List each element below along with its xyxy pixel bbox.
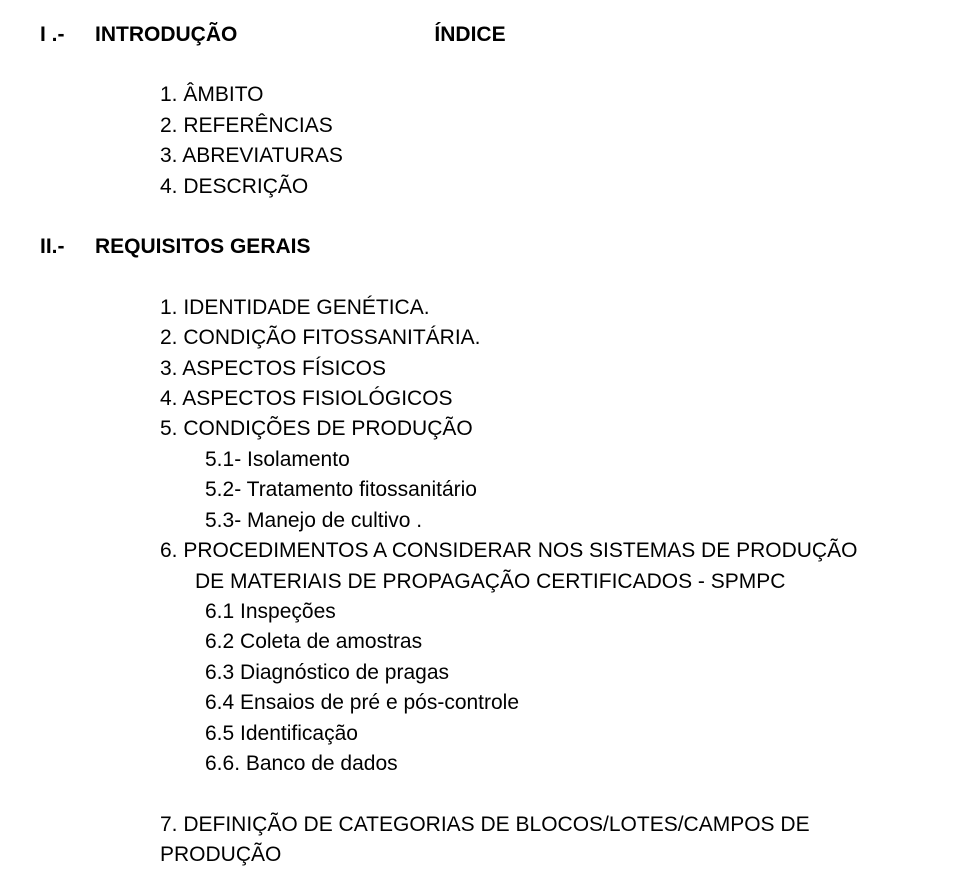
page-title-indice: ÍNDICE bbox=[434, 20, 505, 50]
s2-item-7-line2: PRODUÇÃO bbox=[160, 840, 900, 870]
section-1-title: INTRODUÇÃO bbox=[95, 20, 237, 50]
s2-6-4: 6.4 Ensaios de pré e pós-controle bbox=[205, 688, 900, 718]
s2-item-1: 1. IDENTIDADE GENÉTICA. bbox=[160, 293, 900, 323]
s2-item-6-line2: DE MATERIAIS DE PROPAGAÇÃO CERTIFICADOS … bbox=[195, 567, 900, 597]
section-2-list: 1. IDENTIDADE GENÉTICA. 2. CONDIÇÃO FITO… bbox=[160, 293, 900, 780]
s2-item-7-line1: 7. DEFINIÇÃO DE CATEGORIAS DE BLOCOS/LOT… bbox=[160, 810, 900, 840]
s1-item-4: 4. DESCRIÇÃO bbox=[160, 172, 900, 202]
s2-5-3: 5.3- Manejo de cultivo . bbox=[205, 506, 900, 536]
s2-6-2: 6.2 Coleta de amostras bbox=[205, 627, 900, 657]
s1-item-3: 3. ABREVIATURAS bbox=[160, 141, 900, 171]
s2-6-5: 6.5 Identificação bbox=[205, 719, 900, 749]
s2-item-2: 2. CONDIÇÃO FITOSSANITÁRIA. bbox=[160, 323, 900, 353]
section-2-title: REQUISITOS GERAIS bbox=[95, 232, 311, 262]
s2-item-3: 3. ASPECTOS FÍSICOS bbox=[160, 354, 900, 384]
s2-item-5-sublist: 5.1- Isolamento 5.2- Tratamento fitossan… bbox=[205, 445, 900, 536]
section-1-roman: I .- bbox=[40, 20, 95, 50]
s1-item-2: 2. REFERÊNCIAS bbox=[160, 111, 900, 141]
s2-6-6: 6.6. Banco de dados bbox=[205, 749, 900, 779]
s2-6-3: 6.3 Diagnóstico de pragas bbox=[205, 658, 900, 688]
s2-5-1: 5.1- Isolamento bbox=[205, 445, 900, 475]
s2-item-6-line1: 6. PROCEDIMENTOS A CONSIDERAR NOS SISTEM… bbox=[160, 536, 900, 566]
section-2-roman: II.- bbox=[40, 232, 95, 262]
s2-item-7-block: 7. DEFINIÇÃO DE CATEGORIAS DE BLOCOS/LOT… bbox=[160, 810, 900, 871]
s2-item-5: 5. CONDIÇÕES DE PRODUÇÃO bbox=[160, 414, 900, 444]
s2-5-2: 5.2- Tratamento fitossanitário bbox=[205, 475, 900, 505]
s2-item-6-sublist: 6.1 Inspeções 6.2 Coleta de amostras 6.3… bbox=[205, 597, 900, 780]
s2-item-4: 4. ASPECTOS FISIOLÓGICOS bbox=[160, 384, 900, 414]
section-1-list: 1. ÂMBITO 2. REFERÊNCIAS 3. ABREVIATURAS… bbox=[160, 80, 900, 202]
s1-item-1: 1. ÂMBITO bbox=[160, 80, 900, 110]
s2-6-1: 6.1 Inspeções bbox=[205, 597, 900, 627]
